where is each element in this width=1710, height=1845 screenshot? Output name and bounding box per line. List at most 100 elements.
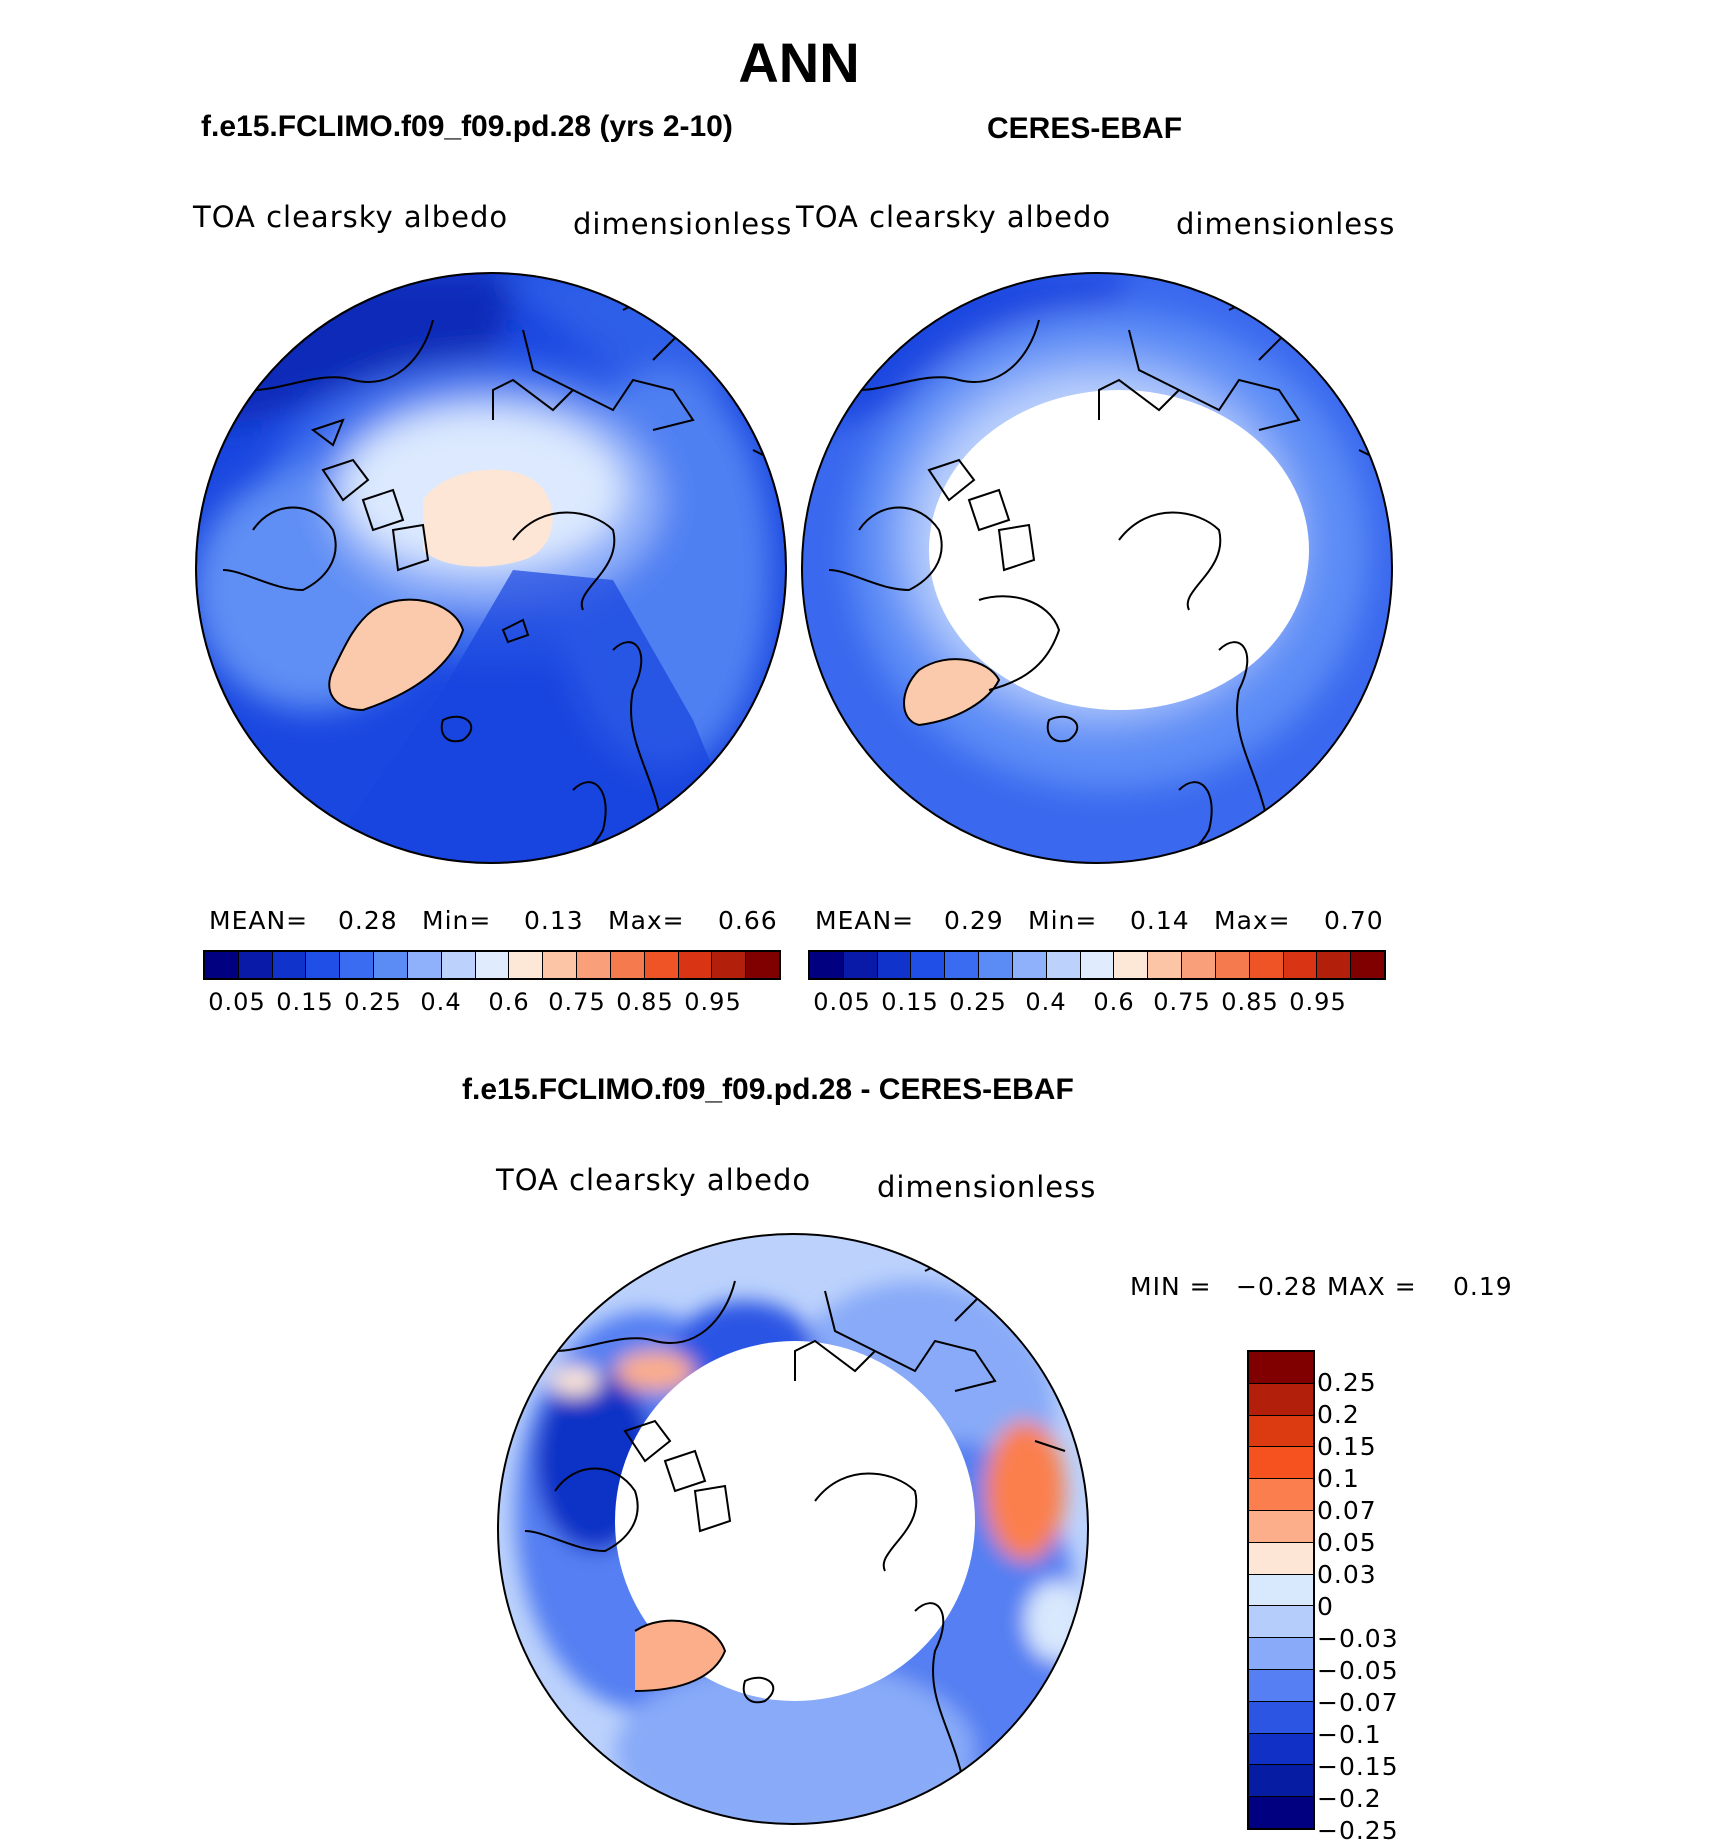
diff-max-value: 0.19 bbox=[1453, 1272, 1513, 1301]
colorbar-diff-swatch bbox=[1249, 1479, 1313, 1511]
colorbar-swatch bbox=[1148, 952, 1183, 978]
colorbar-diff-swatch bbox=[1249, 1447, 1313, 1480]
colorbar-swatch bbox=[306, 952, 341, 978]
colorbar-tick-model: 0.05 bbox=[208, 988, 266, 1016]
colorbar-diff-tick: −0.07 bbox=[1317, 1688, 1399, 1717]
min-label-obs: Min= bbox=[1028, 906, 1098, 935]
panel-title-model: f.e15.FCLIMO.f09_f09.pd.28 (yrs 2-10) bbox=[201, 110, 733, 143]
colorbar-diff-tick: 0.2 bbox=[1317, 1400, 1360, 1429]
colorbar-swatch bbox=[1080, 952, 1115, 978]
colorbar-swatch bbox=[1317, 952, 1352, 978]
colorbar-swatch bbox=[712, 952, 747, 978]
colorbar-diff-swatch bbox=[1249, 1606, 1313, 1639]
colorbar-swatch bbox=[1114, 952, 1149, 978]
colorbar-swatch bbox=[475, 952, 510, 978]
colorbar-swatch bbox=[1046, 952, 1081, 978]
mean-label-model: MEAN= bbox=[209, 906, 309, 935]
colorbar-swatch bbox=[577, 952, 611, 978]
colorbar-diff-swatch bbox=[1249, 1765, 1313, 1798]
colorbar-swatch bbox=[644, 952, 679, 978]
colorbar-swatch bbox=[810, 952, 844, 978]
colorbar-swatch bbox=[843, 952, 878, 978]
colorbar-diff-swatch bbox=[1249, 1733, 1313, 1766]
colorbar-diff-swatch bbox=[1249, 1510, 1313, 1543]
colorbar-diff-tick: −0.05 bbox=[1317, 1656, 1399, 1685]
colorbar-swatch bbox=[1012, 952, 1047, 978]
stats-row: MEAN= 0.28 Min= 0.13 Max= 0.66 MEAN= 0.2… bbox=[0, 906, 1710, 938]
colorbar-diff-tick: 0.03 bbox=[1317, 1560, 1377, 1589]
colorbar-obs bbox=[808, 950, 1386, 980]
units-label-obs: dimensionless bbox=[1176, 207, 1396, 241]
variable-label-diff: TOA clearsky albedo bbox=[496, 1163, 812, 1197]
colorbar-tick-obs: 0.15 bbox=[881, 988, 939, 1016]
colorbar-diff-swatch bbox=[1249, 1542, 1313, 1575]
variable-label-obs: TOA clearsky albedo bbox=[796, 200, 1112, 234]
colorbar-tick-obs: 0.75 bbox=[1153, 988, 1211, 1016]
colorbar-swatch bbox=[340, 952, 375, 978]
polar-map-model bbox=[195, 272, 787, 864]
colorbar-diff-swatch bbox=[1249, 1383, 1313, 1416]
colorbar-swatch bbox=[1351, 952, 1385, 978]
colorbar-swatch bbox=[610, 952, 645, 978]
colorbar-diff-tick: −0.15 bbox=[1317, 1752, 1399, 1781]
colorbar-diff-swatch bbox=[1249, 1574, 1313, 1607]
colorbar-diff bbox=[1247, 1350, 1315, 1830]
colorbar-swatch bbox=[374, 952, 408, 978]
colorbar-diff-tick: 0 bbox=[1317, 1592, 1334, 1621]
min-label-model: Min= bbox=[422, 906, 492, 935]
polar-map-obs bbox=[801, 272, 1393, 864]
colorbar-diff-swatch bbox=[1249, 1415, 1313, 1448]
diff-max-label: MAX = bbox=[1327, 1272, 1417, 1301]
max-value-obs: 0.70 bbox=[1324, 906, 1384, 935]
colorbar-tick-model: 0.6 bbox=[488, 988, 530, 1016]
units-label-diff: dimensionless bbox=[877, 1170, 1097, 1204]
colorbar-diff-swatch bbox=[1249, 1669, 1313, 1702]
colorbar-tick-obs: 0.85 bbox=[1221, 988, 1279, 1016]
mean-label-obs: MEAN= bbox=[815, 906, 915, 935]
diff-title: f.e15.FCLIMO.f09_f09.pd.28 - CERES-EBAF bbox=[462, 1073, 1074, 1106]
colorbar-swatch bbox=[1249, 952, 1284, 978]
main-title: ANN bbox=[738, 31, 860, 94]
colorbar-tick-obs: 0.95 bbox=[1289, 988, 1347, 1016]
colorbar-swatch bbox=[1215, 952, 1250, 978]
diff-min-label: MIN = bbox=[1130, 1272, 1212, 1301]
diff-min-value: −0.28 bbox=[1236, 1272, 1318, 1301]
colorbar-swatch bbox=[678, 952, 713, 978]
colorbar-tick-model: 0.95 bbox=[684, 988, 742, 1016]
min-value-model: 0.13 bbox=[524, 906, 584, 935]
colorbar-diff-tick: −0.1 bbox=[1317, 1720, 1382, 1749]
colorbar-tick-obs: 0.4 bbox=[1025, 988, 1067, 1016]
panel-title-obs: CERES-EBAF bbox=[987, 112, 1183, 145]
mean-value-model: 0.28 bbox=[338, 906, 398, 935]
colorbar-tick-model: 0.75 bbox=[548, 988, 606, 1016]
colorbar-diff-swatch bbox=[1249, 1352, 1313, 1384]
variable-label-model: TOA clearsky albedo bbox=[193, 200, 509, 234]
colorbar-diff-tick: 0.07 bbox=[1317, 1496, 1377, 1525]
colorbar-tick-obs: 0.6 bbox=[1093, 988, 1135, 1016]
colorbar-diff-tick: 0.15 bbox=[1317, 1432, 1377, 1461]
colorbar-diff-tick: 0.25 bbox=[1317, 1368, 1377, 1397]
colorbar-swatch bbox=[911, 952, 946, 978]
colorbar-diff-tick: 0.1 bbox=[1317, 1464, 1360, 1493]
colorbar-swatch bbox=[979, 952, 1013, 978]
colorbar-tick-model: 0.15 bbox=[276, 988, 334, 1016]
colorbar-swatch bbox=[543, 952, 578, 978]
colorbar-swatch bbox=[509, 952, 544, 978]
colorbar-swatch bbox=[945, 952, 980, 978]
colorbar-swatch bbox=[238, 952, 273, 978]
units-label-model: dimensionless bbox=[573, 207, 793, 241]
colorbar-diff-tick: 0.05 bbox=[1317, 1528, 1377, 1557]
max-label-obs: Max= bbox=[1214, 906, 1291, 935]
max-label-model: Max= bbox=[608, 906, 685, 935]
colorbar-swatch bbox=[877, 952, 912, 978]
colorbar-swatch bbox=[1182, 952, 1216, 978]
polar-map-diff bbox=[497, 1233, 1089, 1825]
colorbar-model bbox=[203, 950, 781, 980]
colorbar-diff-swatch bbox=[1249, 1701, 1313, 1734]
colorbar-diff-tick: −0.25 bbox=[1317, 1816, 1399, 1845]
colorbar-swatch bbox=[205, 952, 239, 978]
colorbar-diff-tick: −0.03 bbox=[1317, 1624, 1399, 1653]
colorbar-tick-obs: 0.25 bbox=[949, 988, 1007, 1016]
colorbar-swatch bbox=[746, 952, 780, 978]
colorbar-swatch bbox=[441, 952, 476, 978]
